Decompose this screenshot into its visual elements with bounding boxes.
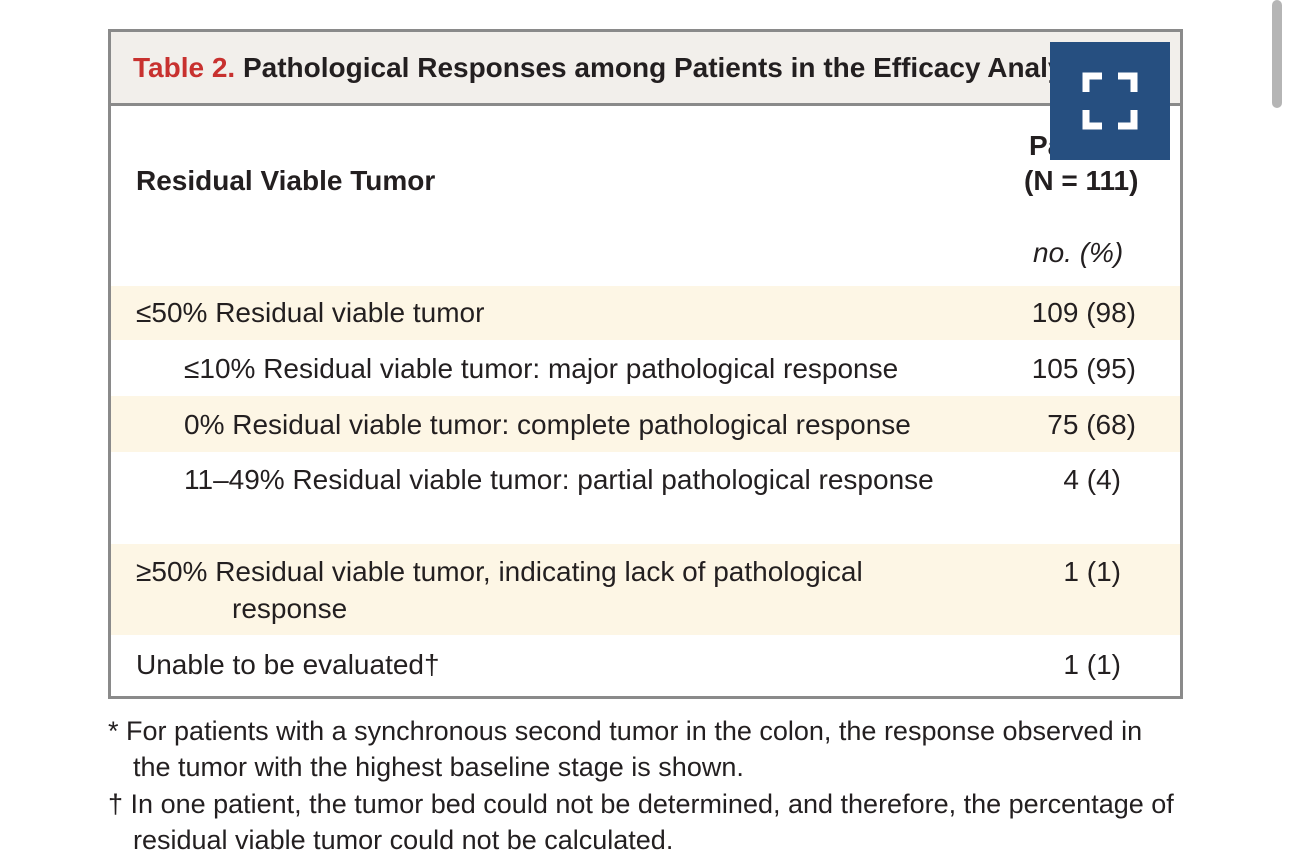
- footnote-marker: †: [108, 789, 124, 819]
- table-title: Table 2. Pathological Responses among Pa…: [133, 52, 1063, 84]
- table-label: Table 2.: [133, 52, 236, 83]
- row: [111, 544, 1180, 635]
- footnote: † In one patient, the tumor bed could no…: [108, 786, 1178, 858]
- expand-icon: [1082, 72, 1138, 130]
- scrollbar[interactable]: [1272, 0, 1282, 108]
- row-value: 4 (4): [1063, 464, 1121, 495]
- expand-button[interactable]: [1050, 42, 1170, 160]
- column-header: (N = 111): [1024, 165, 1139, 196]
- row-label: ≥50% Residual viable tumor, indicating l…: [136, 556, 863, 624]
- footnote-text: In one patient, the tumor bed could not …: [130, 789, 1174, 855]
- row-value: 75 (68): [1047, 409, 1136, 440]
- footnote-text: For patients with a synchronous second t…: [126, 716, 1143, 782]
- row-label: 11–49% Residual viable tumor: partial pa…: [184, 464, 934, 495]
- column-header: Residual Viable Tumor: [136, 165, 436, 196]
- button-bg: [1050, 42, 1170, 160]
- row: [111, 286, 1180, 340]
- row: [111, 396, 1180, 452]
- row-label: Unable to be evaluated†: [136, 649, 440, 680]
- footnote-marker: *: [108, 716, 119, 746]
- row-label: 0% Residual viable tumor: complete patho…: [184, 409, 911, 440]
- row-label: ≤10% Residual viable tumor: major pathol…: [184, 353, 899, 384]
- row-value: 109 (98): [1031, 297, 1136, 328]
- row-value: 105 (95): [1031, 353, 1136, 384]
- row-value: 1 (1): [1063, 649, 1121, 680]
- row-value: 1 (1): [1063, 556, 1121, 587]
- title-text: Pathological Responses among Patients in…: [242, 52, 1064, 83]
- table: Table 2. Pathological Responses among Pa…: [108, 29, 1183, 699]
- row-label: ≤50% Residual viable tumor: [136, 297, 485, 328]
- footnote: * For patients with a synchronous second…: [108, 713, 1178, 785]
- table-header: Table 2. Pathological Responses among Pa…: [111, 32, 1180, 106]
- column-unit: no. (%): [1033, 237, 1124, 268]
